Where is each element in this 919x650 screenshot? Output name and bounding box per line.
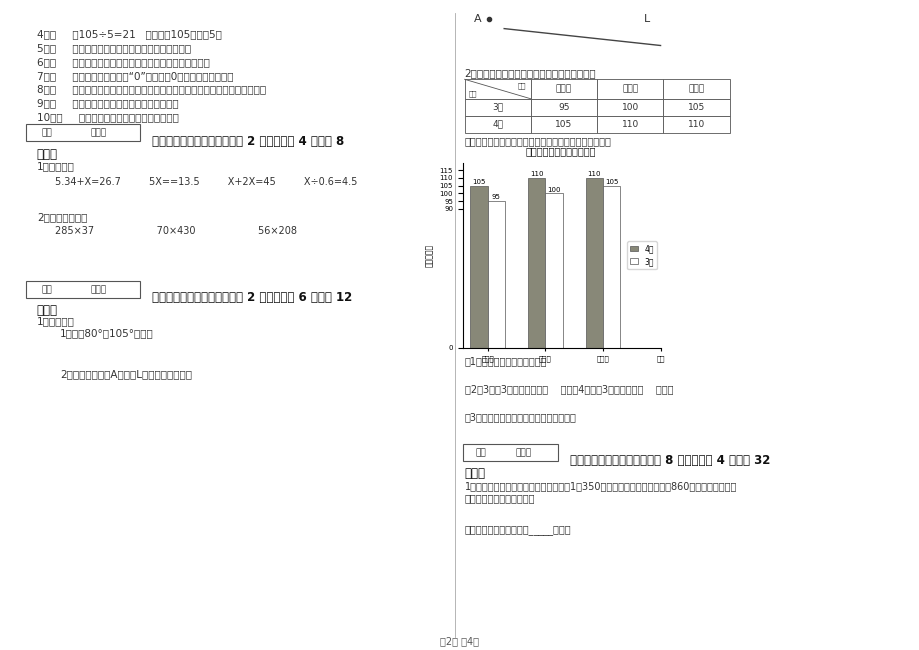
Text: 4月: 4月 [492, 120, 503, 129]
Text: 评卷人: 评卷人 [515, 448, 531, 457]
Text: 得分: 得分 [41, 285, 52, 294]
Text: 100: 100 [621, 103, 638, 112]
Text: 110: 110 [621, 120, 638, 129]
Text: 1、解方程：: 1、解方程： [37, 161, 74, 171]
Text: （1）哪个年级春季植树最多？: （1）哪个年级春季植树最多？ [464, 356, 547, 366]
Bar [464, 79, 530, 99]
Bar [596, 79, 663, 99]
Text: 5、（     ）有两个角是锐角的三角形叫锐角三角形。: 5、（ ）有两个角是锐角的三角形叫锐角三角形。 [37, 44, 191, 53]
Text: 某小学春季植树情况统计图: 某小学春季植树情况统计图 [526, 146, 596, 156]
Bar [663, 79, 729, 99]
Text: 评卷人: 评卷人 [90, 285, 107, 294]
Legend: 4月, 3月: 4月, 3月 [627, 241, 656, 269]
Text: 月份: 月份 [468, 90, 476, 97]
Bar [464, 99, 530, 116]
Text: 95: 95 [558, 103, 569, 112]
Text: A: A [473, 14, 481, 24]
Text: 10、（     ）计量较少的液体，常用升作单位。: 10、（ ）计量较少的液体，常用升作单位。 [37, 112, 178, 122]
Text: 答：他们俩的饮料一共是_____毫升。: 答：他们俩的饮料一共是_____毫升。 [464, 525, 571, 534]
Bar [596, 99, 663, 116]
Bar [464, 116, 530, 133]
Text: 95: 95 [492, 194, 500, 200]
Text: 110: 110 [529, 171, 543, 177]
Bar [663, 116, 729, 133]
Text: 9、（     ）整数除以小数，商一定小于被除数。: 9、（ ）整数除以小数，商一定小于被除数。 [37, 98, 178, 108]
Text: 110: 110 [587, 171, 600, 177]
Text: 四、看清题目，细心计算（共 2 小题，每题 4 分，共 8: 四、看清题目，细心计算（共 2 小题，每题 4 分，共 8 [152, 135, 344, 148]
Bar [528, 178, 545, 348]
Text: 评卷人: 评卷人 [90, 128, 107, 137]
Text: 五、认真思考，综合能力（共 2 小题，每题 6 分，共 12: 五、认真思考，综合能力（共 2 小题，每题 6 分，共 12 [152, 291, 352, 304]
Text: 根据统计表信息完成下面的统计图，并回答下面的问题。: 根据统计表信息完成下面的统计图，并回答下面的问题。 [464, 136, 611, 146]
Text: 105: 105 [555, 120, 572, 129]
Bar [602, 186, 619, 348]
Text: 1、充充和妈妈到超市买东西，充充买了1瓶350毫升的饮料，妈妈买了一瓶860毫升的饮料，他们: 1、充充和妈妈到超市买东西，充充买了1瓶350毫升的饮料，妈妈买了一瓶860毫升… [464, 481, 736, 491]
Text: 105: 105 [604, 179, 618, 185]
Text: 1、操作题：: 1、操作题： [37, 317, 74, 326]
Text: 俩的饮料一共是多少毫升？: 俩的饮料一共是多少毫升？ [464, 493, 535, 503]
Text: 第2页 关4页: 第2页 关4页 [440, 636, 479, 645]
FancyBboxPatch shape [26, 281, 140, 298]
Text: L: L [643, 14, 650, 24]
Text: 2、过直线外一点A画直线L的平行线和垂线。: 2、过直线外一点A画直线L的平行线和垂线。 [60, 369, 191, 379]
Bar [487, 201, 505, 348]
Text: 2、下面是某小学三个年级植树情况的统计表。: 2、下面是某小学三个年级植树情况的统计表。 [464, 68, 596, 78]
Text: 六、应用知识，解决问题（共 8 小题，每题 4 分，共 32: 六、应用知识，解决问题（共 8 小题，每题 4 分，共 32 [570, 454, 770, 467]
Bar [596, 116, 663, 133]
FancyBboxPatch shape [26, 124, 140, 141]
Bar [470, 186, 487, 348]
Text: 年级: 年级 [517, 82, 526, 88]
Bar [585, 178, 602, 348]
Text: 6、（     ）鬽角一定比直角大，比直角大的角一定是鬽角。: 6、（ ）鬽角一定比直角大，比直角大的角一定是鬽角。 [37, 57, 210, 67]
FancyBboxPatch shape [462, 444, 558, 461]
Text: 六年级: 六年级 [687, 84, 704, 94]
Text: 四年级: 四年级 [555, 84, 572, 94]
Y-axis label: 数量（棵）: 数量（棵） [425, 244, 434, 266]
Text: 285×37                    70×430                    56×208: 285×37 70×430 56×208 [55, 226, 297, 236]
Text: 得分: 得分 [41, 128, 52, 137]
Text: 8、（     ）所有等边三角形一定是等腹三角形。等腹三角形一定是锐角三角形。: 8、（ ）所有等边三角形一定是等腹三角形。等腹三角形一定是锐角三角形。 [37, 84, 266, 94]
Text: （2）3月份3个年级共植树（    ）棵，4月份比3月份多植树（    ）棵。: （2）3月份3个年级共植树（ ）棵，4月份比3月份多植树（ ）棵。 [464, 384, 673, 394]
Text: 7、（     ）小数点的后面填上“0”或者去掅0，小数的大小不变。: 7、（ ）小数点的后面填上“0”或者去掅0，小数的大小不变。 [37, 71, 233, 81]
Bar [530, 79, 596, 99]
Text: 分）。: 分）。 [37, 304, 58, 317]
Text: 得分: 得分 [475, 448, 486, 457]
Text: （3）还能提出哪些问题？试着解决一下。: （3）还能提出哪些问题？试着解决一下。 [464, 412, 576, 422]
Text: 105: 105 [687, 103, 704, 112]
Text: 110: 110 [687, 120, 704, 129]
Text: 分）。: 分）。 [464, 467, 485, 480]
Text: 100: 100 [547, 187, 560, 192]
Text: 五年级: 五年级 [621, 84, 638, 94]
Bar [545, 194, 562, 348]
Text: 3月: 3月 [492, 103, 503, 112]
Bar [530, 99, 596, 116]
Text: 105: 105 [471, 179, 485, 185]
Text: 4、（     ）105÷5=21   我们就说105能整除5。: 4、（ ）105÷5=21 我们就说105能整除5。 [37, 29, 221, 39]
Text: 1、画出80°、105°的角。: 1、画出80°、105°的角。 [60, 328, 153, 338]
Text: 分）。: 分）。 [37, 148, 58, 161]
Text: 2、用竖式计算。: 2、用竖式计算。 [37, 213, 87, 222]
Bar [663, 99, 729, 116]
Bar [530, 116, 596, 133]
Text: 5.34+X=26.7         5X==13.5         X+2X=45         X÷0.6=4.5: 5.34+X=26.7 5X==13.5 X+2X=45 X÷0.6=4.5 [55, 177, 357, 187]
